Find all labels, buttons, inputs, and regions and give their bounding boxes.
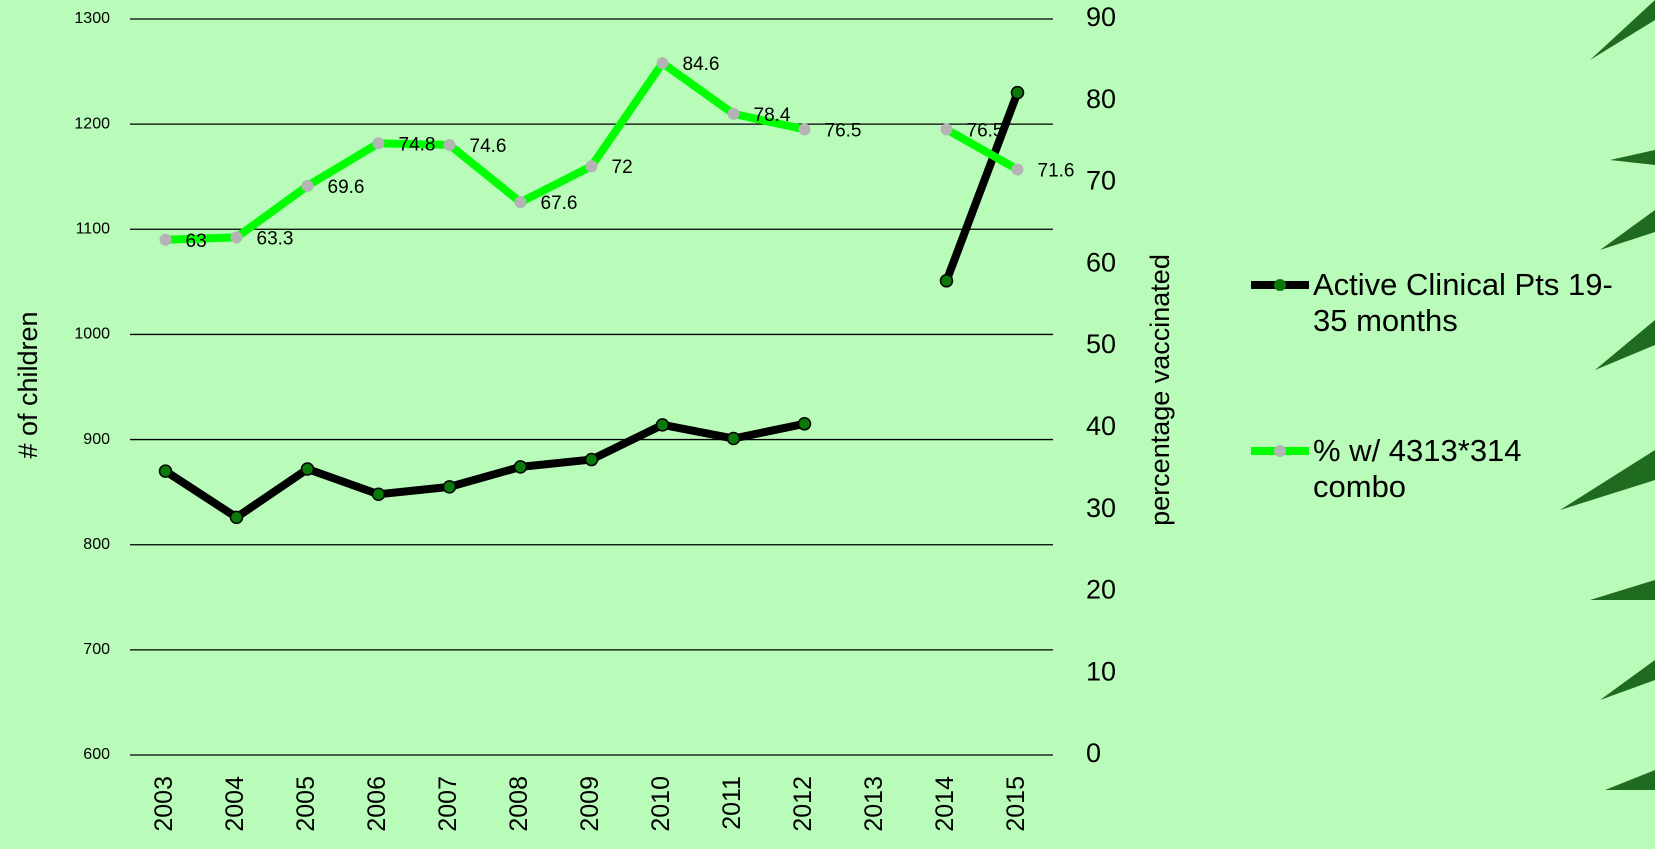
x-tick-label: 2014 [931,776,959,832]
legend-label: % w/ 4313*314 combo [1313,433,1613,505]
y-axis-label: # of children [13,311,43,458]
y2-tick-label: 60 [1086,247,1116,277]
decoration [1560,0,1655,790]
y-tick-label: 1200 [74,115,110,132]
y2-tick-label: 50 [1086,329,1116,359]
y2-tick-label: 80 [1086,84,1116,114]
point-marker [799,123,811,135]
y2-tick-label: 10 [1086,656,1116,686]
value-label: 72 [612,157,633,178]
x-tick-label: 2007 [434,776,462,832]
y2-tick-label: 40 [1086,411,1116,441]
value-label: 74.8 [399,134,436,155]
y2-tick-label: 30 [1086,493,1116,523]
value-label: 76.5 [967,120,1004,141]
series-line [166,63,1018,240]
value-label: 76.5 [825,120,862,141]
x-tick-label: 2004 [221,776,249,832]
point-marker [160,465,172,477]
point-marker [373,137,385,149]
x-tick-label: 2012 [789,776,817,832]
point-marker [586,454,598,466]
x-tick-label: 2008 [505,776,533,832]
y2-tick-label: 0 [1086,738,1101,768]
x-tick-label: 2010 [647,776,675,832]
point-marker [231,511,243,523]
point-marker [941,275,953,287]
point-marker [444,139,456,151]
y-tick-label: 800 [83,536,110,553]
x-tick-label: 2013 [860,776,888,832]
value-label: 63 [186,231,207,252]
value-label: 84.6 [683,54,720,75]
point-marker [941,123,953,135]
point-marker [799,418,811,430]
value-label: 78.4 [754,105,791,126]
value-label: 63.3 [257,228,294,249]
point-marker [160,234,172,246]
point-marker [515,461,527,473]
point-marker [728,108,740,120]
point-marker [657,57,669,69]
y2-axis-label: percentage vaccinated [1145,254,1175,526]
chart: # of children percentage vaccinated 6007… [0,0,1655,849]
x-tick-label: 2006 [363,776,391,832]
value-label: 69.6 [328,177,365,198]
point-marker [373,488,385,500]
value-label: 71.6 [1038,160,1075,181]
point-marker [1012,163,1024,175]
x-tick-label: 2015 [1002,776,1030,832]
legend-marker [1274,445,1286,457]
page: # of children percentage vaccinated 6007… [0,0,1655,849]
y-tick-label: 1000 [74,326,110,343]
x-tick-label: 2003 [150,776,178,832]
x-tick-label: 2009 [576,776,604,832]
point-marker [302,180,314,192]
y-tick-label: 1100 [76,221,111,238]
y-tick-label: 1300 [74,10,110,27]
point-marker [515,196,527,208]
x-tick-label: 2011 [718,776,746,830]
point-marker [586,160,598,172]
point-marker [444,481,456,493]
y-tick-label: 900 [83,431,110,448]
legend-marker [1274,279,1286,291]
point-marker [1012,87,1024,99]
y2-tick-label: 70 [1086,166,1116,196]
value-label: 67.6 [541,193,578,214]
point-marker [302,463,314,475]
value-label: 74.6 [470,136,507,157]
point-marker [657,419,669,431]
x-tick-label: 2005 [292,776,320,832]
point-marker [231,231,243,243]
y2-tick-label: 20 [1086,575,1116,605]
y-tick-label: 700 [83,641,110,658]
legend-label: Active Clinical Pts 19-35 months [1313,267,1613,339]
y-tick-label: 600 [83,746,110,763]
y2-tick-label: 90 [1086,2,1116,32]
point-marker [728,433,740,445]
